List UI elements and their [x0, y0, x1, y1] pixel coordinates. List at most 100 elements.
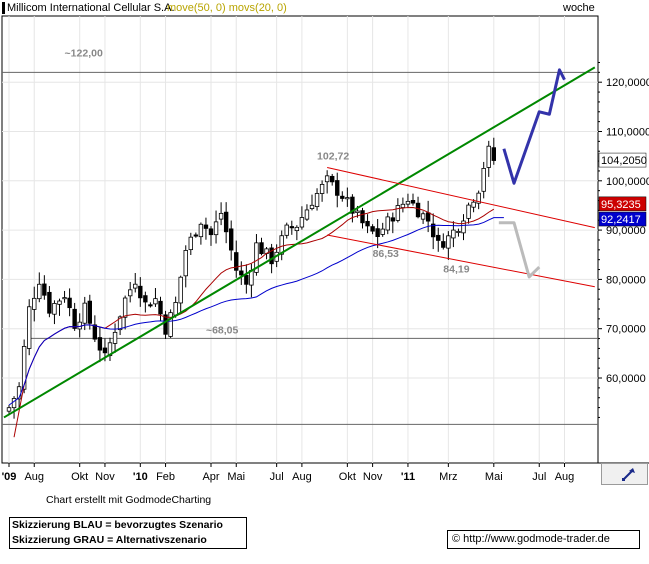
candle-body: [122, 297, 128, 318]
candle-body: [284, 224, 289, 236]
candle-body: [133, 283, 138, 289]
x-tick-label: Nov: [95, 471, 115, 483]
y-tick-label: 100,0000: [606, 176, 649, 188]
candle-body: [380, 228, 385, 235]
candle-body: [420, 213, 426, 220]
candle-body: [329, 175, 335, 183]
candle-body: [254, 242, 259, 273]
candle-body: [461, 220, 466, 234]
candle-body: [471, 201, 476, 208]
candle-body: [143, 295, 148, 303]
y-axis: 60,0000 70,0000 80,0000 90,0000 100,0000 110,…: [598, 61, 649, 418]
candle-body: [486, 145, 491, 168]
candle-body: [117, 316, 123, 331]
candle-body: [168, 312, 173, 337]
candle-body: [466, 204, 471, 219]
source-url-text: http://www.godmode-trader.de: [463, 533, 610, 545]
header-icon: [2, 2, 5, 14]
candle-body: [415, 202, 421, 218]
y-tick-label: 70,0000: [606, 324, 646, 336]
candle-body: [395, 205, 401, 221]
x-tick-label: '09: [2, 471, 17, 483]
copyright-symbol: ©: [452, 533, 461, 545]
candle-body: [62, 297, 67, 300]
candle-body: [188, 236, 193, 251]
x-tick-label: Okt: [339, 471, 356, 483]
x-tick-label: '10: [133, 471, 148, 483]
candle-body: [269, 247, 274, 265]
period-label: woche: [562, 2, 595, 14]
candle-body: [193, 234, 199, 237]
candle-body: [97, 337, 103, 351]
candle-body: [234, 252, 239, 271]
candle-body: [451, 229, 456, 239]
x-tick-label: '11: [401, 471, 415, 483]
candle-body: [52, 303, 57, 315]
candle-body: [153, 298, 158, 305]
stock-chart: Millicom International Cellular S.A. mov…: [1, 2, 649, 483]
trend-line-uptrend: [3, 66, 596, 419]
candle-body: [446, 235, 451, 249]
candle-body: [148, 304, 153, 307]
candle-body: [385, 216, 390, 231]
candle-body: [92, 324, 98, 340]
candle-body: [370, 226, 375, 232]
x-tick-label: Aug: [292, 471, 312, 483]
candle-body: [299, 217, 305, 228]
candle-body: [138, 285, 143, 299]
candle-body: [47, 291, 52, 314]
candle-body: [163, 314, 168, 335]
drawing-tool-icon[interactable]: [601, 463, 648, 485]
candle-body: [309, 204, 315, 210]
candle-body: [365, 220, 370, 227]
candle-body: [87, 300, 92, 324]
candle-body: [239, 270, 244, 276]
x-tick-label: Aug: [24, 471, 44, 483]
candle-body: [314, 193, 320, 208]
candle-body: [57, 300, 62, 305]
candle-body: [42, 283, 47, 296]
candle-body: [259, 242, 264, 255]
candle-body: [436, 234, 441, 241]
candle-body: [375, 228, 380, 237]
candles: [6, 137, 496, 419]
x-tick-label: Aug: [555, 471, 575, 483]
legend-gray: Skizzierung GRAU = Alternativszenario: [12, 534, 207, 546]
annotation-label: ~68,05: [206, 324, 239, 336]
trend-lines: [3, 66, 596, 419]
candle-body: [289, 226, 294, 229]
candle-body: [173, 302, 178, 316]
candle-body: [198, 223, 204, 238]
source-url[interactable]: © http://www.godmode-trader.de: [447, 530, 640, 549]
chart-title: Millicom International Cellular S.A.: [7, 2, 175, 14]
y-tick-label: 110,0000: [606, 127, 649, 139]
trend-line-channel-lower: [327, 234, 595, 288]
x-tick-label: Feb: [156, 471, 175, 483]
candle-body: [294, 226, 300, 232]
candle-body: [304, 209, 310, 220]
price-tag-label: 92,2417: [601, 214, 641, 226]
candle-body: [279, 235, 284, 255]
candle-body: [350, 196, 355, 214]
candle-body: [410, 200, 416, 204]
moving-average-blue: [8, 217, 504, 406]
chart-credit: Chart erstellt mit GodmodeCharting: [46, 494, 212, 506]
candle-body: [390, 217, 395, 222]
price-tag-red: [598, 196, 647, 212]
candle-body: [425, 212, 431, 222]
candle-body: [183, 250, 188, 277]
y-tick-label: 90,0000: [606, 225, 646, 237]
candle-body: [208, 228, 214, 236]
candle-body: [178, 276, 183, 304]
scenario-gray: [498, 221, 541, 279]
x-tick-label: Jul: [532, 471, 546, 483]
candle-body: [228, 228, 234, 251]
candle-body: [405, 200, 411, 205]
scenario-legend: Skizzierung BLAU = bevorzugtes Szenario …: [9, 517, 247, 549]
price-tag-label: 104,2050: [601, 155, 647, 167]
annotation-label: 86,53: [373, 248, 399, 260]
candle-body: [21, 346, 27, 390]
y-tick-label: 120,0000: [606, 77, 649, 89]
candle-body: [127, 289, 133, 297]
candle-body: [67, 297, 72, 309]
